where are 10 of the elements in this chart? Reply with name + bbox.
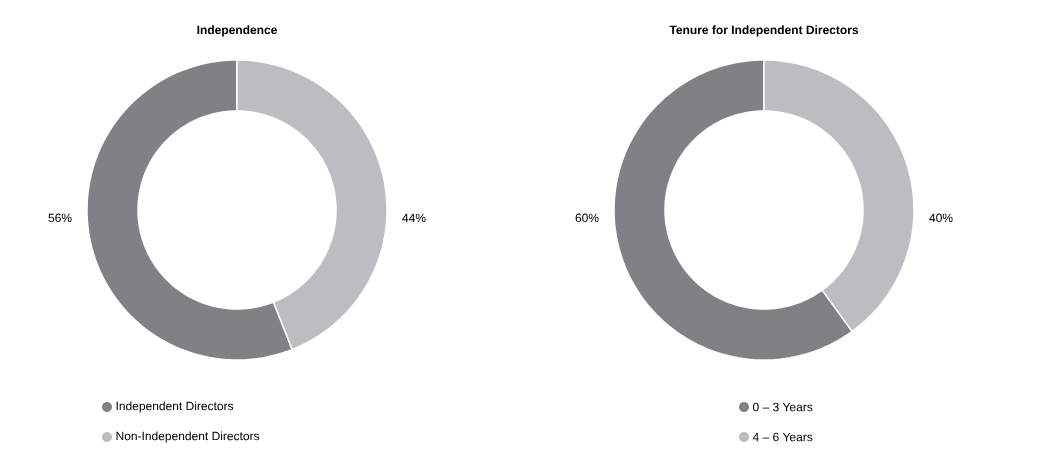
data-label: 40% xyxy=(929,213,953,223)
data-label: 56% xyxy=(48,213,72,223)
legend-label: Non-Independent Directors xyxy=(116,431,260,443)
legend-label: 0 – 3 Years xyxy=(753,402,813,412)
data-label: 44% xyxy=(402,213,426,223)
legend-label: Independent Directors xyxy=(116,401,234,413)
chart-title: Independence xyxy=(197,25,277,37)
chart-title: Tenure for Independent Directors xyxy=(669,25,859,37)
legend-label: 4 – 6 Years xyxy=(752,432,813,442)
data-label: 60% xyxy=(575,213,599,223)
